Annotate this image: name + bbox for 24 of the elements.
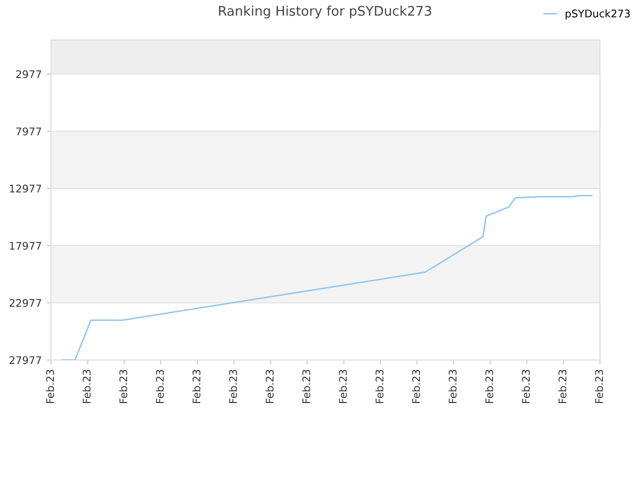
- x-tick-label: Feb.23: [558, 370, 566, 404]
- x-tick-label: Feb.23: [302, 370, 310, 404]
- x-tick-label: Feb.23: [156, 370, 164, 404]
- x-tick-label: Feb.23: [594, 370, 604, 404]
- y-tick-label: 17977: [10, 242, 42, 250]
- chart-title: Ranking History for pSYDuck273: [219, 6, 432, 18]
- x-tick-label: Feb.23: [46, 370, 54, 404]
- x-tick-label: Feb.23: [228, 370, 238, 404]
- y-tick-label: 2977: [16, 70, 42, 78]
- y-tick-label: 27977: [10, 356, 42, 364]
- x-tick-label: Feb.23: [448, 370, 457, 404]
- x-tick-label: Feb.23: [82, 370, 91, 404]
- x-tick-label: Feb.23: [412, 370, 420, 404]
- y-tick-label: 12977: [10, 184, 42, 193]
- x-tick-label: Feb.23: [119, 370, 128, 404]
- x-tick-label: Feb.23: [192, 370, 200, 404]
- y-tick-label: 7977: [16, 127, 42, 136]
- y-tick-label: 22977: [10, 299, 42, 307]
- x-tick-label: Feb.23: [485, 370, 494, 404]
- x-tick-label: Feb.23: [375, 370, 384, 404]
- x-tick-label: Feb.23: [266, 370, 274, 404]
- x-tick-label: Feb.23: [522, 370, 530, 404]
- x-tick-label: Feb.23: [338, 370, 347, 404]
- legend-label: pSYDuck273: [566, 9, 630, 20]
